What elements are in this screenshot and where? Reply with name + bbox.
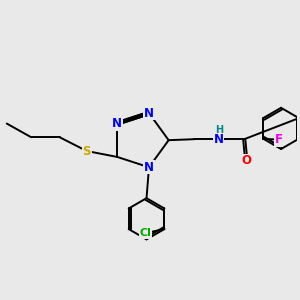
Text: N: N <box>144 106 154 120</box>
Text: F: F <box>275 133 283 146</box>
Text: N: N <box>144 161 154 174</box>
Text: S: S <box>82 145 91 158</box>
Text: N: N <box>214 133 224 146</box>
Text: O: O <box>241 154 251 167</box>
Text: N: N <box>112 117 122 130</box>
Text: H: H <box>215 125 223 135</box>
Text: Cl: Cl <box>140 228 152 238</box>
